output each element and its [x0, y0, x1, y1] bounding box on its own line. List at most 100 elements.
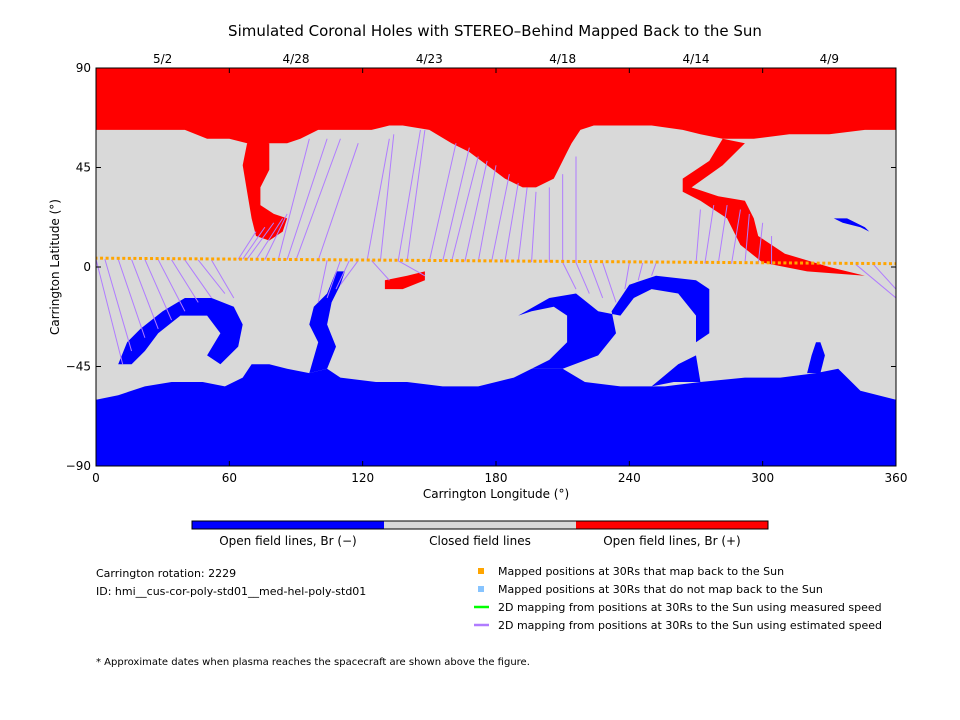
estimated-speed-mapping-lines	[96, 129, 896, 365]
mapping-line	[651, 263, 657, 277]
mapped-position-point	[588, 260, 592, 264]
x-tick-label: 300	[751, 471, 774, 485]
mapped-position-point	[716, 260, 720, 264]
mapped-position-point	[727, 261, 731, 265]
north-polar-open-field-positive	[96, 68, 896, 188]
mapped-position-point	[783, 261, 787, 265]
blue-arc-lon215	[518, 275, 710, 369]
mapping-line	[104, 259, 133, 352]
mapped-position-point	[111, 256, 115, 260]
mapped-position-point	[400, 258, 404, 262]
mapped-position-point	[888, 262, 892, 266]
mapped-position-point	[822, 261, 826, 265]
top-date-label: 4/23	[416, 52, 443, 66]
legend-marker	[478, 568, 484, 574]
mapped-position-point	[733, 261, 737, 265]
mapped-position-point	[766, 261, 770, 265]
mapped-position-point	[277, 257, 281, 261]
mapped-position-point	[461, 259, 465, 263]
mapped-position-point	[583, 260, 587, 264]
mapped-position-point	[866, 261, 870, 265]
mapping-line	[295, 138, 341, 261]
mapping-line	[504, 182, 519, 262]
mapped-position-point	[361, 258, 365, 262]
mapped-position-point	[644, 260, 648, 264]
legend-marker	[478, 586, 484, 592]
mapped-position-point	[516, 259, 520, 263]
y-tick-label: −90	[66, 459, 91, 473]
mapped-position-point	[233, 257, 237, 261]
mapped-position-point	[194, 257, 198, 261]
mapped-position-point	[894, 262, 896, 266]
mapped-position-point	[855, 261, 859, 265]
mapped-position-point	[238, 257, 242, 261]
mapping-line	[624, 262, 630, 290]
mapped-position-point	[244, 257, 248, 261]
mapping-line	[873, 264, 896, 290]
mapped-position-point	[377, 258, 381, 262]
x-tick-label: 120	[351, 471, 374, 485]
mapping-line	[317, 260, 328, 303]
mapped-position-point	[250, 257, 254, 261]
mapped-position-point	[116, 256, 120, 260]
mapped-position-point	[794, 261, 798, 265]
mapped-position-point	[138, 256, 142, 260]
mapped-position-point	[705, 260, 709, 264]
mapping-line	[317, 143, 359, 261]
y-tick-label: 90	[76, 61, 91, 75]
colorbar: Open field lines, Br (−) Closed field lin…	[191, 520, 769, 548]
mapped-position-point	[844, 261, 848, 265]
mapped-position-point	[761, 261, 765, 265]
mapped-position-point	[155, 257, 159, 261]
mapped-position-point	[577, 259, 581, 263]
mapped-position-point	[527, 259, 531, 263]
mapping-line	[491, 174, 510, 262]
x-tick-label: 240	[618, 471, 641, 485]
top-date-label: 4/28	[283, 52, 310, 66]
mapped-position-point	[344, 258, 348, 262]
mapped-position-point	[200, 257, 204, 261]
mapped-position-point	[772, 261, 776, 265]
top-date-label: 4/18	[549, 52, 576, 66]
mapped-position-point	[483, 259, 487, 263]
mapping-line	[406, 129, 426, 262]
mapping-line	[326, 260, 341, 299]
mapped-position-point	[472, 259, 476, 263]
mapped-position-point	[488, 259, 492, 263]
mapped-position-point	[511, 259, 515, 263]
mapped-position-point	[688, 260, 692, 264]
colorbar-segment	[576, 521, 768, 529]
mapped-position-point	[433, 258, 437, 262]
mapped-position-point	[544, 259, 548, 263]
mapped-position-point	[494, 259, 498, 263]
x-tick-label: 0	[92, 471, 100, 485]
mapped-position-point	[650, 260, 654, 264]
red-lobe-lon75	[242, 143, 288, 241]
mapped-position-point	[188, 257, 192, 261]
mapped-position-point	[838, 261, 842, 265]
mapping-line	[96, 259, 124, 365]
mapped-position-point	[661, 260, 665, 264]
blue-streak-lon335	[833, 218, 870, 232]
mapped-position-point	[411, 258, 415, 262]
mapped-position-point	[533, 259, 537, 263]
colorbar-segment	[384, 521, 576, 529]
mapping-line	[517, 187, 528, 262]
top-date-label: 4/14	[683, 52, 710, 66]
mapped-position-point	[788, 261, 792, 265]
mapped-position-point	[172, 257, 176, 261]
mapped-position-point	[161, 257, 165, 261]
mapped-position-point	[372, 258, 376, 262]
mapping-line	[184, 259, 212, 299]
mapped-position-point	[805, 261, 809, 265]
mapped-position-point	[750, 261, 754, 265]
legend-label: 2D mapping from positions at 30Rs to the…	[498, 619, 882, 632]
mapped-position-point	[500, 259, 504, 263]
mapped-position-point	[638, 260, 642, 264]
mapped-position-point	[366, 258, 370, 262]
mapped-position-point	[600, 260, 604, 264]
mapped-position-point	[388, 258, 392, 262]
footnote: * Approximate dates when plasma reaches …	[96, 657, 530, 668]
blue-lobe-lon20	[118, 298, 243, 365]
